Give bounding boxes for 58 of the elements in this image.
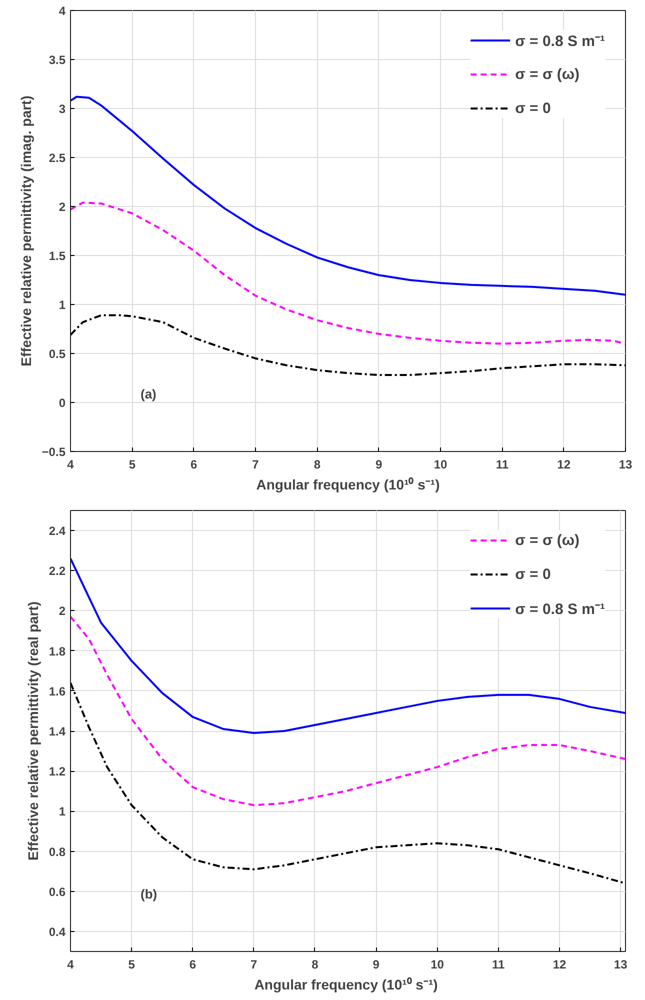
y-tick-label: 1.4 bbox=[48, 724, 66, 738]
x-tick-label: 8 bbox=[314, 458, 321, 472]
y-axis-title: Effective relative permittivity (imag. part) bbox=[18, 96, 34, 366]
annotation: (b) bbox=[140, 886, 158, 902]
x-tick-label: 11 bbox=[496, 458, 509, 472]
line-series bbox=[70, 616, 626, 806]
y-tick-label: 2.4 bbox=[48, 524, 66, 538]
y-tick-label: 2.5 bbox=[48, 151, 66, 165]
x-tick-label: 4 bbox=[67, 458, 74, 472]
x-tick-label: 5 bbox=[128, 458, 136, 472]
y-axis-title: Effective relative permittivity (real part) bbox=[24, 601, 41, 861]
x-tick-label: 6 bbox=[190, 458, 198, 472]
x-tick-label: 13 bbox=[614, 958, 628, 972]
y-tick-label: 2 bbox=[58, 604, 66, 618]
x-tick-label: 7 bbox=[252, 458, 260, 472]
x-tick-label: 7 bbox=[250, 958, 258, 972]
line-series bbox=[70, 314, 626, 376]
x-tick-label: 9 bbox=[372, 958, 380, 972]
x-tick-label: 12 bbox=[557, 458, 571, 472]
y-tick-label: −0.5 bbox=[42, 445, 66, 459]
x-tick-label: 9 bbox=[375, 458, 382, 472]
y-tick-label: 0.6 bbox=[48, 884, 66, 899]
line-series bbox=[70, 96, 626, 296]
y-tick-label: 1 bbox=[58, 804, 66, 819]
y-tick-label: 1.6 bbox=[48, 684, 66, 698]
y-tick-label: 1.2 bbox=[48, 764, 66, 779]
x-tick-label: 4 bbox=[67, 958, 74, 972]
line-series bbox=[70, 202, 626, 345]
legend-label: σ = σ (ω) bbox=[515, 532, 580, 548]
y-tick-label: 0.8 bbox=[48, 844, 66, 859]
x-tick-label: 12 bbox=[552, 958, 566, 972]
x-tick-label: 5 bbox=[128, 958, 136, 972]
x-tick-label: 10 bbox=[430, 958, 444, 972]
legend-label: σ = 0 bbox=[515, 566, 551, 582]
x-tick-label: 13 bbox=[618, 458, 632, 472]
y-tick-label: 1 bbox=[58, 298, 66, 312]
legend-label: σ = 0.8 S m⁻¹ bbox=[515, 600, 605, 618]
legend-label: σ = σ (ω) bbox=[515, 66, 580, 82]
x-tick-label: 6 bbox=[189, 958, 196, 972]
line-series bbox=[70, 558, 626, 734]
legend-label: σ = 0 bbox=[515, 100, 551, 116]
x-tick-label: 10 bbox=[434, 458, 448, 472]
y-tick-label: 0.4 bbox=[48, 924, 66, 939]
y-tick-label: 3 bbox=[58, 102, 66, 116]
legend-label: σ = 0.8 S m⁻¹ bbox=[515, 32, 605, 50]
y-tick-label: 0.5 bbox=[48, 347, 66, 361]
y-tick-label: 1.8 bbox=[48, 644, 66, 658]
y-tick-label: 2 bbox=[58, 200, 66, 214]
y-tick-label: 1.5 bbox=[48, 249, 66, 263]
x-axis-title: Angular frequency (10¹⁰ s⁻¹) bbox=[254, 976, 438, 992]
annotation: (a) bbox=[140, 386, 156, 402]
y-tick-label: 2.2 bbox=[48, 564, 66, 578]
x-tick-label: 11 bbox=[492, 958, 506, 972]
y-tick-label: 4 bbox=[58, 4, 66, 18]
x-tick-label: 8 bbox=[312, 958, 319, 972]
y-tick-label: 3.5 bbox=[48, 53, 66, 67]
y-tick-label: 0 bbox=[58, 396, 66, 410]
x-axis-title: Angular frequency (10¹⁰ s⁻¹) bbox=[256, 476, 440, 492]
